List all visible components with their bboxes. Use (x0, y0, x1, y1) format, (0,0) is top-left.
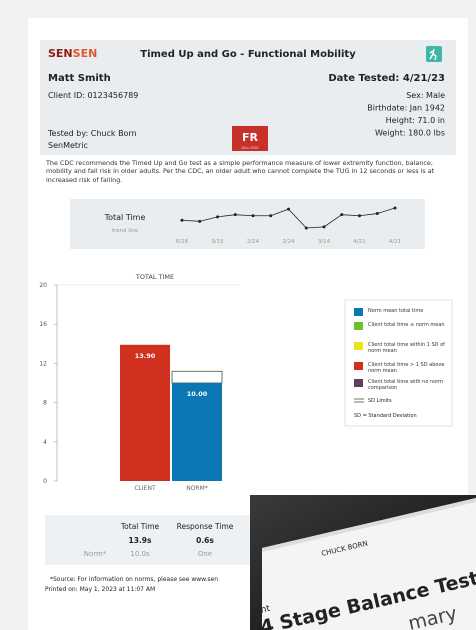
y-tick-label: 8 (43, 400, 47, 407)
summary-norm-value: 10.0s (130, 550, 150, 558)
trend-point (376, 212, 379, 215)
description-box: The CDC recommends the Timed Up and Go t… (46, 159, 452, 195)
trend-sublabel: trend line (112, 228, 139, 234)
logo: SENSEN (48, 47, 97, 60)
legend-text-box: Client total time within 1 SD of norm me… (368, 342, 448, 362)
legend-text-box: Client total time with no norm compariso… (368, 379, 448, 399)
client-name: Matt Smith (48, 73, 111, 84)
legend-label: Norm mean total time (368, 308, 448, 314)
page: SENSEN Timed Up and Go - Functional Mobi… (0, 0, 476, 630)
legend-note: SD = Standard Deviation (354, 413, 417, 419)
trend-point (358, 214, 361, 217)
trend-x-label: 2/24 (247, 239, 260, 245)
printed-on: Printed on: May 1, 2023 at 11:07 AM (45, 586, 155, 593)
trend-x-label: 4/21 (389, 239, 401, 245)
trend-point (305, 227, 308, 230)
summary-panel (45, 515, 275, 565)
summary-client-value: 13.9s (129, 536, 153, 545)
trend-point (216, 215, 219, 218)
sd-range (172, 371, 222, 383)
legend-swatch (354, 308, 363, 316)
trend-point (181, 219, 184, 222)
client-detail: Weight: 180.0 lbs (375, 129, 445, 138)
trend-x-label: 6/28 (176, 239, 189, 245)
trend-x-label: 9/15 (211, 239, 224, 245)
organization: SenMetric (48, 141, 88, 150)
legend-label: Client total time ≤ norm mean (368, 322, 448, 328)
logo-part: SEN (73, 47, 98, 60)
trend-point (340, 213, 343, 216)
source-note: *Source: For information on norms, pleas… (50, 576, 218, 583)
y-tick-label: 20 (39, 282, 47, 289)
badge-text: FR (242, 131, 259, 144)
tested-by: Tested by: Chuck Born (47, 129, 137, 138)
tablet-photo: CHUCK BORN ent 4 Stage Balance Test mary (250, 495, 476, 630)
x-tick-label: NORM* (186, 485, 208, 492)
summary-header: Total Time (120, 522, 160, 531)
date-tested: Date Tested: 4/21/23 (328, 73, 445, 84)
trend-point (252, 214, 255, 217)
legend-swatch (354, 379, 363, 387)
legend-label: Client total time with no norm compariso… (368, 379, 448, 391)
logo-part: SEN (48, 47, 73, 60)
y-tick-label: 16 (39, 321, 47, 328)
y-tick-label: 4 (43, 439, 47, 446)
y-tick-label: 12 (39, 360, 47, 367)
summary-header: Response Time (177, 522, 234, 531)
description: The CDC recommends the Timed Up and Go t… (46, 159, 452, 184)
summary-norm-label: Norm* (84, 550, 107, 558)
summary-client-value: 0.6s (196, 536, 214, 545)
x-tick-label: CLIENT (134, 485, 156, 492)
client-detail: Height: 71.0 in (386, 116, 445, 125)
trend-x-label: 3/14 (318, 239, 331, 245)
legend-swatch (354, 322, 363, 330)
legend-label: Client total time within 1 SD of norm me… (368, 342, 448, 354)
bar (120, 345, 170, 481)
y-tick-label: 0 (43, 478, 47, 485)
legend-label: Client total time > 1 SD above norm mean (368, 362, 448, 374)
trend-point (323, 225, 326, 228)
value-label: 10.00 (187, 390, 208, 398)
legend-text-box: Client total time ≤ norm mean (368, 322, 448, 342)
trend-x-label: 4/21 (353, 239, 365, 245)
trend-point (394, 207, 397, 210)
trend-point (287, 208, 290, 211)
legend-swatch (354, 362, 363, 370)
client-detail: Sex: Male (406, 91, 445, 100)
badge-caption: FALL RISK (241, 146, 259, 150)
summary-norm-value: One (198, 550, 212, 558)
chart-title: TOTAL TIME (135, 273, 174, 281)
report-title: Timed Up and Go - Functional Mobility (140, 49, 356, 60)
client-detail: Birthdate: Jan 1942 (367, 104, 445, 113)
trend-point (198, 220, 201, 223)
trend-point (269, 214, 272, 217)
value-label: 13.90 (135, 352, 156, 360)
trend-label: Total Time (104, 213, 146, 222)
trend-point (234, 213, 237, 216)
legend-swatch (354, 342, 363, 350)
client-id: Client ID: 0123456789 (48, 91, 138, 100)
legend-note: SD Limits (368, 398, 392, 404)
trend-x-label: 2/24 (282, 239, 295, 245)
